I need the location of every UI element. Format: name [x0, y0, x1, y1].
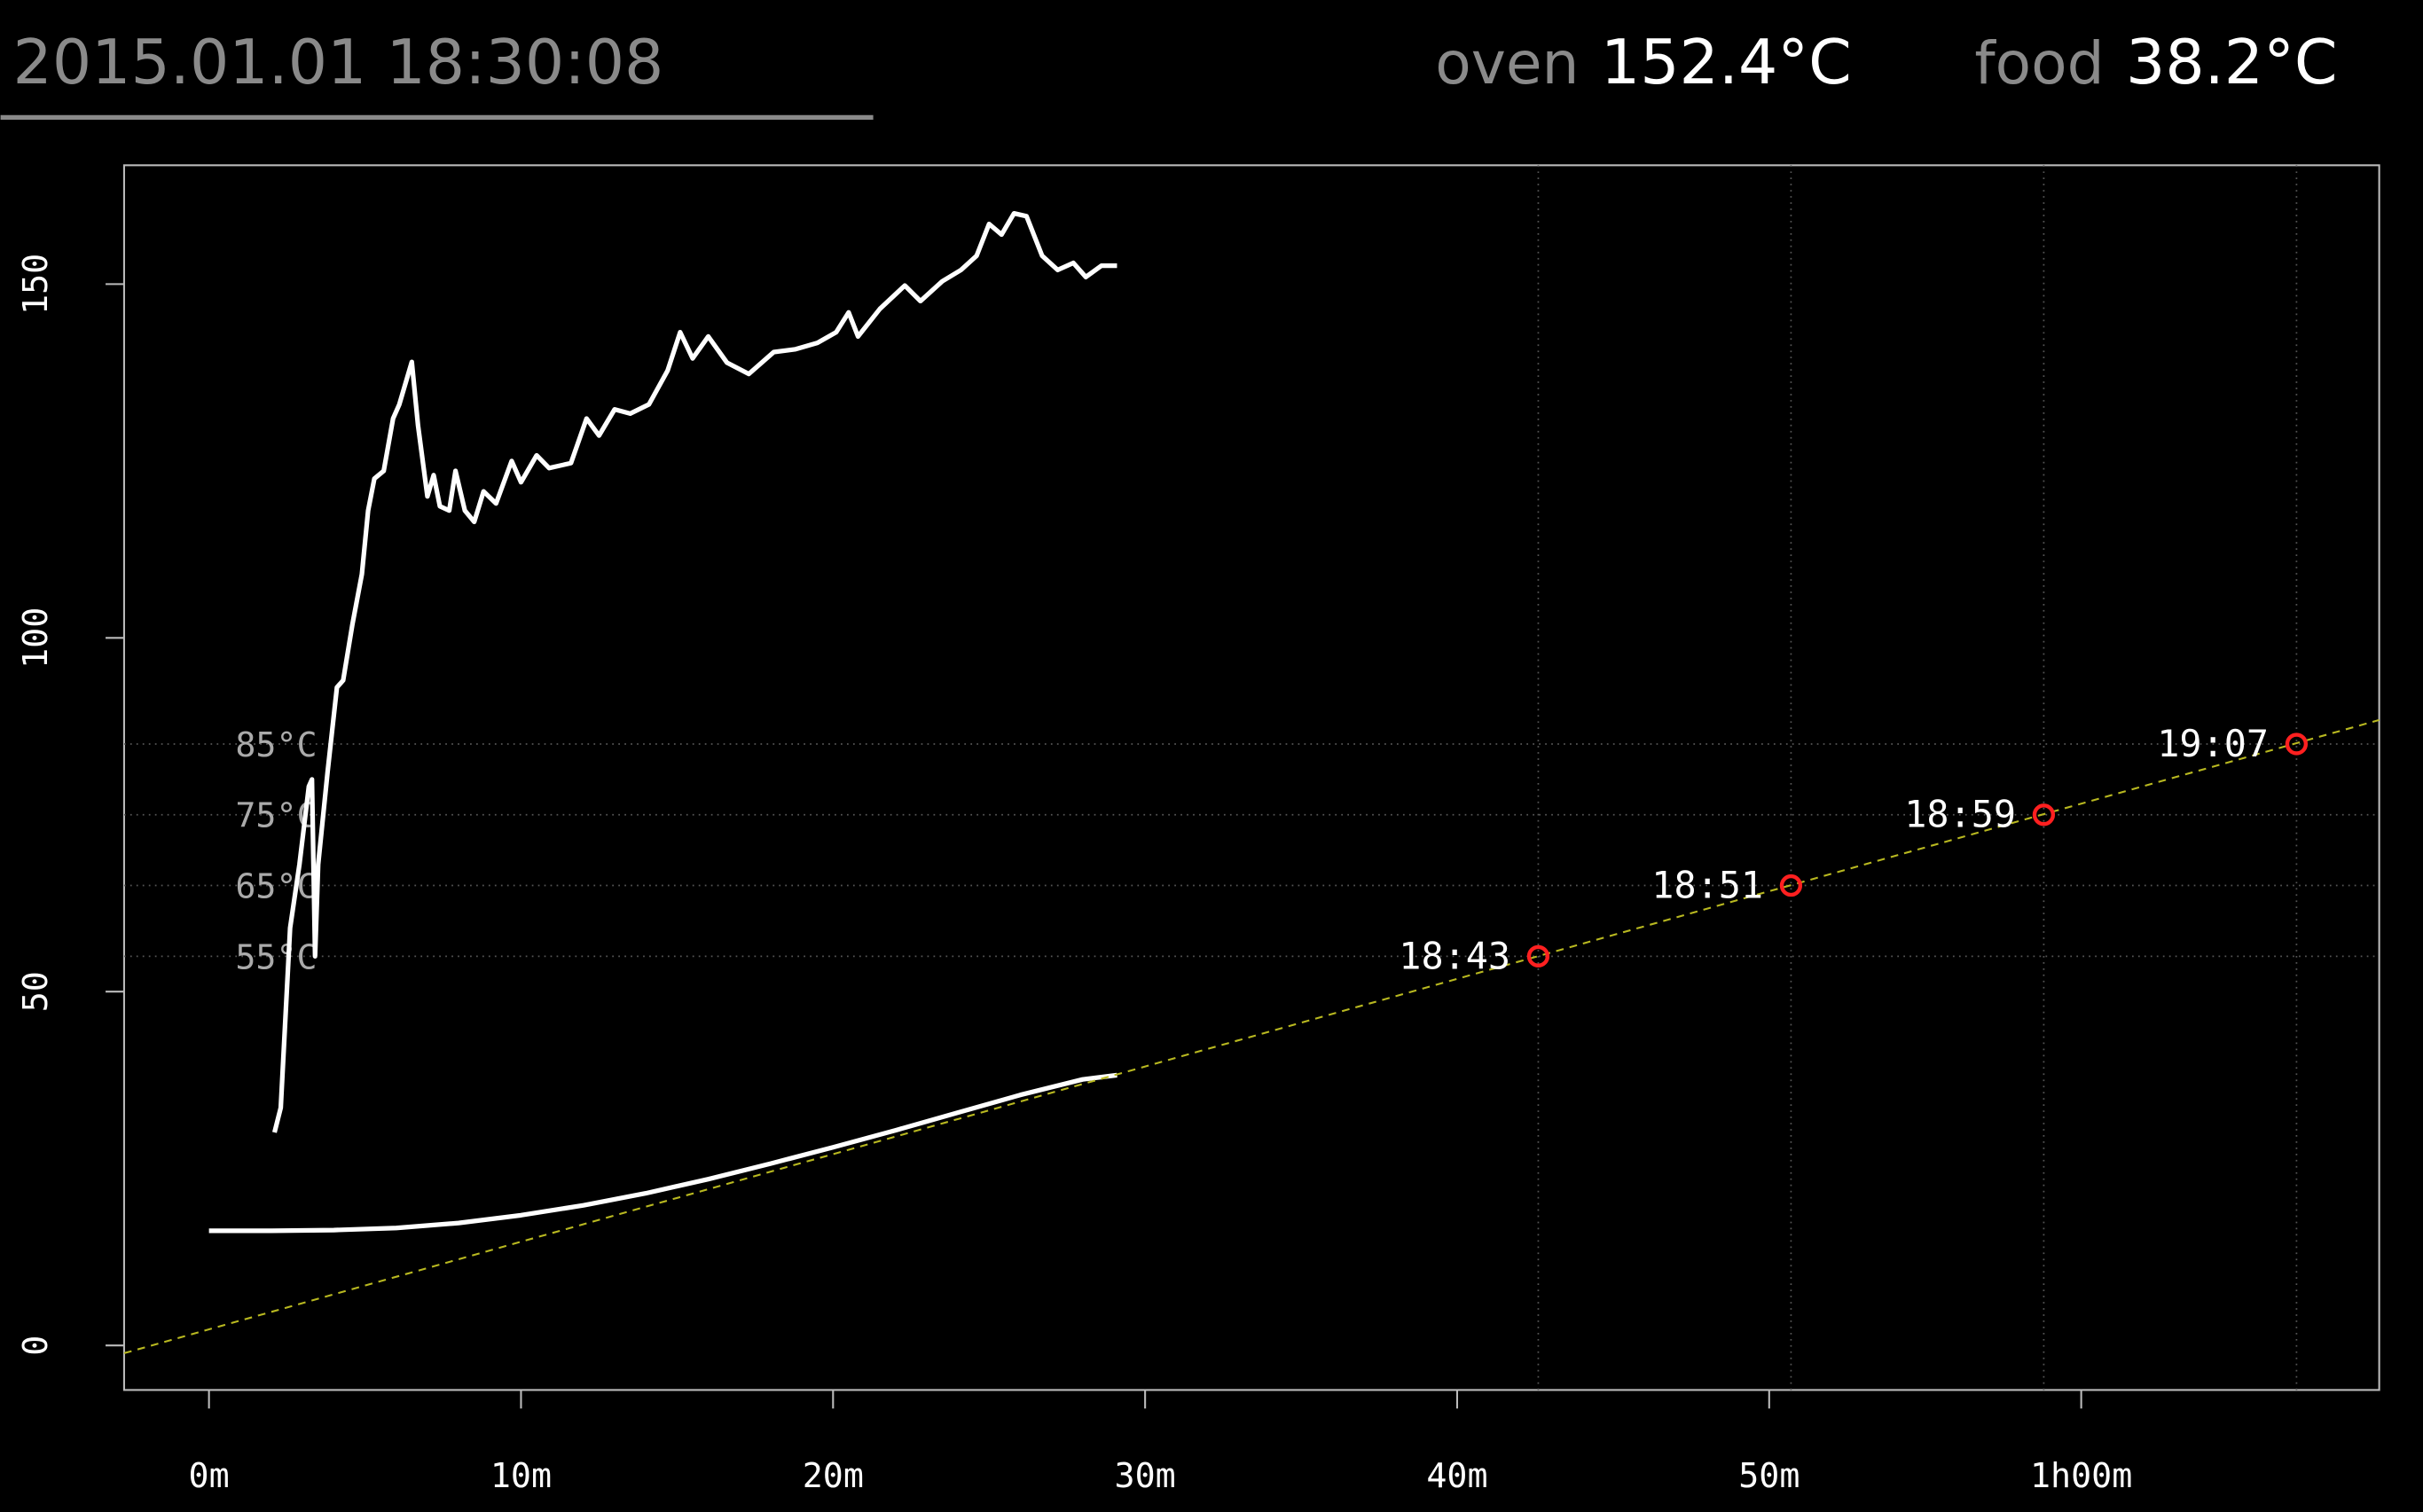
food-label: food [1974, 29, 2104, 98]
y-tick-label: 100 [16, 607, 56, 669]
x-tick-label: 20m [803, 1456, 864, 1496]
food-value: 38.2°C [2126, 27, 2338, 98]
oven-value: 152.4°C [1601, 27, 1852, 98]
x-tick-label: 1h00m [2030, 1456, 2132, 1496]
threshold-label: 65°C [235, 866, 317, 906]
y-tick-label: 50 [16, 971, 56, 1012]
target-label: 18:43 [1399, 934, 1510, 977]
threshold-label: 85°C [235, 725, 317, 765]
plot-frame [122, 164, 2380, 1391]
x-tick-label: 50m [1738, 1456, 1800, 1496]
x-tick-label: 30m [1115, 1456, 1176, 1496]
target-label: 18:59 [1904, 793, 2016, 836]
temperature-line [208, 1072, 1117, 1234]
y-tick-label: 150 [16, 254, 56, 315]
target-marker [1779, 874, 1803, 897]
target-label: 18:51 [1651, 863, 1763, 906]
x-tick-label: 10m [490, 1456, 552, 1496]
target-marker [1526, 944, 1550, 968]
threshold-label: 55°C [235, 937, 317, 977]
target-marker [2285, 732, 2309, 756]
trend-line [123, 718, 2380, 1354]
x-tick-label: 0m [189, 1456, 230, 1496]
target-label: 19:07 [2157, 722, 2269, 765]
y-tick-label: 0 [16, 1336, 56, 1356]
target-marker [2032, 803, 2056, 827]
oven-label: oven [1435, 29, 1579, 98]
temperature-line [271, 210, 1117, 1133]
x-tick-label: 40m [1426, 1456, 1487, 1496]
datetime: 2015.01.01 18:30:08 [13, 27, 664, 98]
